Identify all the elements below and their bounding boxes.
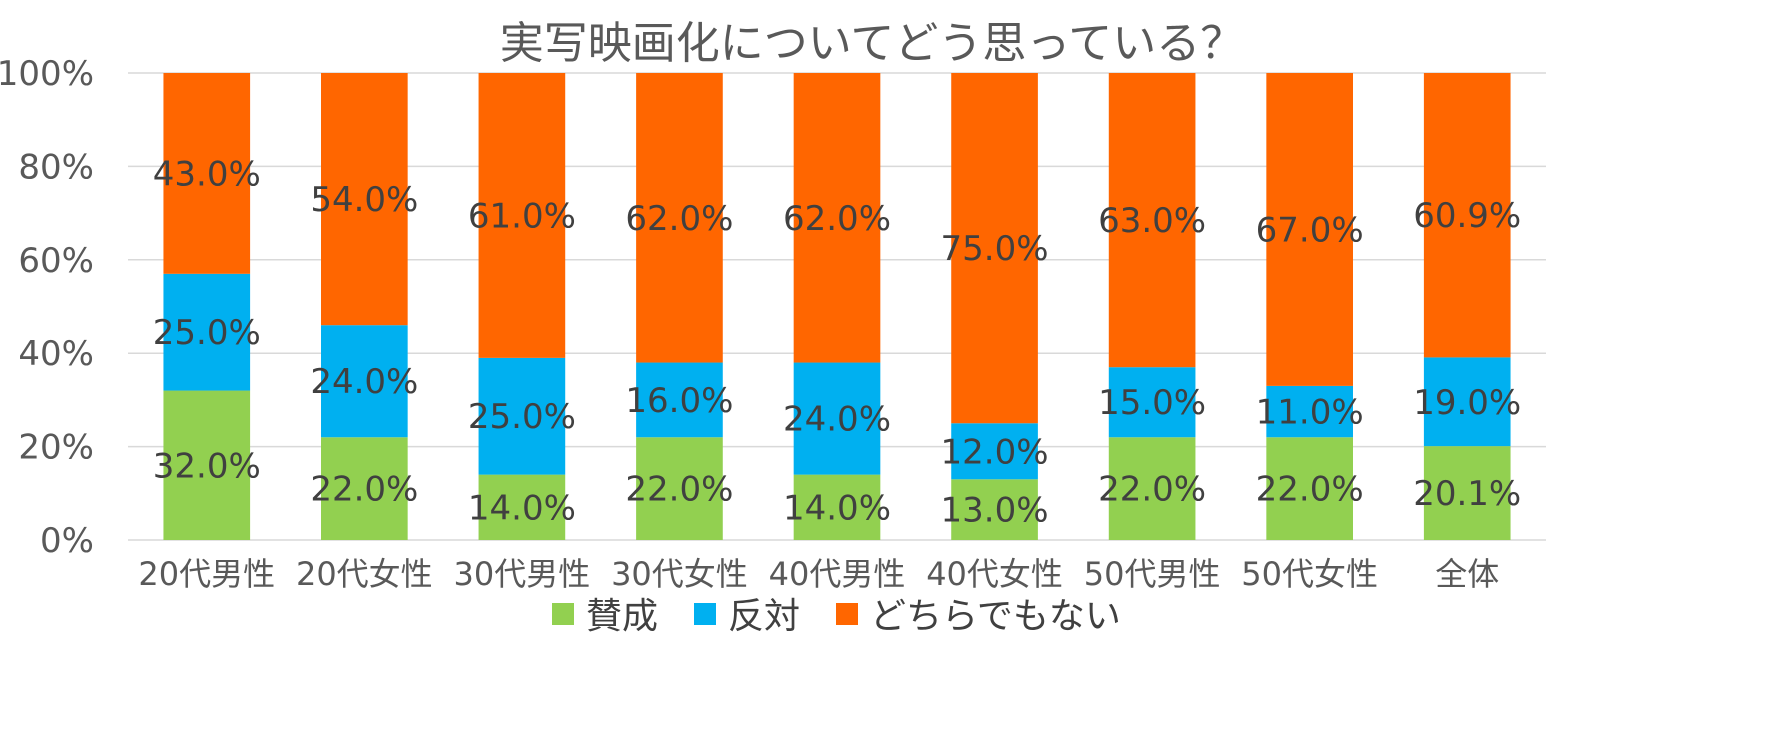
data-label: 14.0% bbox=[783, 488, 891, 528]
bar-segment bbox=[1423, 446, 1511, 540]
bar-segment bbox=[163, 390, 251, 540]
data-label: 62.0% bbox=[783, 199, 891, 239]
x-category-label: 50代女性 bbox=[1241, 555, 1378, 593]
bar-segment bbox=[1423, 73, 1511, 358]
legend-swatch bbox=[836, 603, 858, 625]
x-category-label: 40代女性 bbox=[926, 555, 1063, 593]
bar-segment bbox=[793, 474, 881, 540]
data-label: 24.0% bbox=[310, 362, 418, 402]
y-tick-label: 40% bbox=[18, 334, 94, 374]
data-label: 22.0% bbox=[310, 470, 418, 510]
data-label: 20.1% bbox=[1413, 474, 1521, 514]
x-category-label: 40代男性 bbox=[769, 555, 906, 593]
bar-segment bbox=[793, 73, 881, 363]
bar-segment bbox=[321, 73, 408, 326]
bar-segment bbox=[478, 357, 566, 475]
bar-segment bbox=[478, 474, 566, 540]
bar-segment bbox=[793, 362, 881, 475]
data-label: 16.0% bbox=[625, 381, 733, 421]
y-tick-label: 20% bbox=[18, 428, 94, 468]
data-label: 63.0% bbox=[1098, 201, 1206, 241]
data-label: 43.0% bbox=[153, 154, 261, 194]
data-label: 14.0% bbox=[468, 488, 576, 528]
x-category-label: 20代男性 bbox=[138, 555, 275, 593]
data-label: 75.0% bbox=[941, 229, 1049, 269]
data-labels: 32.0% 25.0% 43.0% 22.0% 24.0% 54.0% 14.0% 25.0%… bbox=[153, 154, 1521, 530]
bar-segment bbox=[1266, 385, 1353, 438]
bar-segment bbox=[1266, 73, 1353, 386]
data-label: 60.9% bbox=[1413, 196, 1521, 236]
data-label: 12.0% bbox=[941, 432, 1049, 472]
bars bbox=[163, 73, 1511, 540]
data-label: 61.0% bbox=[468, 196, 576, 236]
data-label: 22.0% bbox=[1098, 470, 1206, 510]
data-label: 67.0% bbox=[1256, 210, 1364, 250]
data-label: 22.0% bbox=[625, 470, 733, 510]
data-label: 54.0% bbox=[310, 180, 418, 220]
chart-title: 実写映画化についてどう思っている？ bbox=[500, 18, 1244, 69]
legend: 賛成 反対 どちらでもない bbox=[552, 596, 1121, 637]
y-axis-ticks: 0% 20% 40% 60% 80% 100% bbox=[0, 54, 94, 561]
bar-segment bbox=[1108, 73, 1196, 368]
bar-segment bbox=[478, 73, 566, 358]
legend-label: 反対 bbox=[728, 596, 800, 637]
legend-swatch bbox=[694, 603, 716, 625]
bar-segment bbox=[163, 273, 251, 391]
x-category-label: 50代男性 bbox=[1084, 555, 1221, 593]
data-label: 25.0% bbox=[153, 313, 261, 353]
y-tick-label: 0% bbox=[40, 521, 94, 561]
data-label: 11.0% bbox=[1256, 393, 1364, 433]
x-category-label: 20代女性 bbox=[296, 555, 433, 593]
bar-segment bbox=[951, 73, 1038, 424]
y-tick-label: 100% bbox=[0, 54, 94, 94]
legend-swatch bbox=[552, 603, 574, 625]
data-label: 15.0% bbox=[1098, 383, 1206, 423]
data-label: 24.0% bbox=[783, 400, 891, 440]
x-category-label: 30代女性 bbox=[611, 555, 748, 593]
bar-segment bbox=[951, 423, 1038, 480]
bar-segment bbox=[1108, 437, 1196, 540]
bar-segment bbox=[636, 362, 723, 438]
bar-segment bbox=[1423, 357, 1511, 447]
x-category-label: 全体 bbox=[1435, 555, 1499, 593]
legend-label: どちらでもない bbox=[870, 596, 1121, 637]
bar-segment bbox=[321, 437, 408, 540]
bar-segment bbox=[321, 325, 408, 438]
bar-segment bbox=[951, 479, 1038, 540]
bar-segment bbox=[636, 73, 723, 363]
bar-segment bbox=[1108, 367, 1196, 438]
x-category-label: 30代男性 bbox=[454, 555, 591, 593]
y-tick-label: 80% bbox=[18, 147, 94, 187]
data-label: 22.0% bbox=[1256, 470, 1364, 510]
legend-label: 賛成 bbox=[586, 596, 658, 637]
data-label: 62.0% bbox=[625, 199, 733, 239]
data-label: 19.0% bbox=[1413, 383, 1521, 423]
bar-segment bbox=[1266, 437, 1353, 540]
data-label: 25.0% bbox=[468, 397, 576, 437]
data-label: 13.0% bbox=[941, 491, 1049, 531]
bar-segment bbox=[163, 73, 251, 274]
category-labels: 20代男性 20代女性 30代男性 30代女性 40代男性 40代女性 50代男性 50代女性… bbox=[138, 555, 1499, 593]
bar-segment bbox=[636, 437, 723, 540]
y-tick-label: 60% bbox=[18, 241, 94, 281]
data-label: 32.0% bbox=[153, 446, 261, 486]
